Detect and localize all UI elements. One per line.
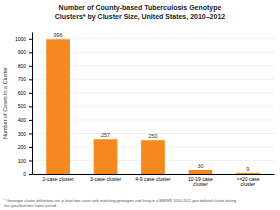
y-tick-label: 100 [18, 158, 27, 164]
data-label: 30 [197, 163, 203, 169]
bar [141, 140, 165, 174]
y-tick-label: 700 [18, 76, 27, 82]
y-tick-label: 200 [18, 144, 27, 150]
y-tick-group: 900 [18, 49, 32, 55]
y-tick-group: 400 [18, 117, 32, 123]
y-tick [29, 106, 32, 107]
y-tick [29, 120, 32, 121]
grid-line [32, 38, 274, 39]
title-line: Number of County-based Tuberculosis Geno… [59, 4, 222, 12]
x-axis: 2-case cluster 3-case cluster 4-9 case clu… [33, 175, 275, 188]
y-tick-label: 300 [18, 131, 27, 137]
data-label: 9 [246, 166, 249, 172]
x-tick-label-line: cluster [241, 181, 256, 187]
y-axis-title: Number of Cases in a Cluster [2, 67, 8, 139]
y-tick-group: 0 [23, 171, 32, 177]
x-tick-label: 3-case cluster [90, 176, 121, 182]
x-tick-label: 2-case cluster [43, 176, 74, 182]
footnote-line: * Genotype cluster definitions are at le… [4, 199, 236, 203]
y-tick-group: 600 [18, 90, 32, 96]
y-tick [29, 66, 32, 67]
y-tick [29, 39, 32, 40]
title-line: Clusters* by Cluster Size, United States… [55, 13, 226, 21]
footnote-line: the specified time frame period. [4, 204, 57, 208]
y-tick [29, 147, 32, 148]
y-tick-label: 600 [18, 90, 27, 96]
data-label: 257 [101, 132, 110, 138]
y-tick-group: 700 [18, 76, 32, 82]
data-labels: 996 257 250 30 9 [54, 32, 250, 171]
x-tick-label: >=20 casecluster [236, 176, 260, 188]
y-tick [29, 79, 32, 80]
y-axis: 0 100 200 300 400 500 600 700 800 900 1000 [15, 33, 33, 178]
y-tick-group: 300 [18, 131, 32, 137]
bar [46, 39, 70, 174]
y-tick-group: 200 [18, 144, 32, 150]
plot: 996 257 250 30 9 0 100 200 300 400 500 600 700 800 900… [15, 32, 275, 187]
bar [189, 170, 213, 174]
y-tick-group: 1000 [15, 36, 32, 42]
y-tick-label: 400 [18, 117, 27, 123]
y-tick [29, 133, 32, 134]
x-tick-label-line: 4-9 case cluster [135, 176, 171, 182]
x-tick-group: 10-19 casecluster [188, 176, 213, 188]
y-tick-group: 500 [18, 103, 32, 109]
x-tick-label: 4-9 case cluster [135, 176, 171, 182]
x-tick-group: 4-9 case cluster [135, 176, 171, 182]
x-tick-label-line: 2-case cluster [43, 176, 74, 182]
x-tick-label-line: cluster [193, 181, 208, 187]
y-axis-line [32, 33, 33, 175]
y-tick-label: 500 [18, 103, 27, 109]
y-tick [29, 174, 32, 175]
y-tick-label: 800 [18, 63, 27, 69]
y-tick [29, 93, 32, 94]
x-tick-group: 2-case cluster [43, 176, 74, 182]
y-tick-label: 1000 [15, 36, 26, 42]
x-tick-label: 10-19 casecluster [188, 176, 213, 188]
y-tick-group: 800 [18, 63, 32, 69]
bars [46, 39, 260, 174]
y-tick-label: 900 [18, 49, 27, 55]
data-label: 996 [54, 32, 63, 38]
y-tick-group: 100 [18, 158, 32, 164]
bar [236, 173, 260, 174]
x-tick-group: 3-case cluster [90, 176, 121, 182]
x-tick-group: >=20 casecluster [236, 176, 260, 188]
y-tick [29, 52, 32, 53]
y-tick-label: 0 [23, 171, 26, 177]
title: Number of County-based Tuberculosis Geno… [55, 4, 226, 21]
grid [32, 39, 274, 174]
y-tick [29, 160, 32, 161]
chart-container: Number of County-based Tuberculosis Geno… [0, 0, 280, 210]
bar [94, 139, 118, 174]
x-tick-label-line: 3-case cluster [90, 176, 121, 182]
data-label: 250 [148, 133, 157, 139]
footnote: * Genotype cluster definitions are at le… [4, 199, 236, 208]
chart-svg: Number of County-based Tuberculosis Geno… [0, 0, 280, 210]
